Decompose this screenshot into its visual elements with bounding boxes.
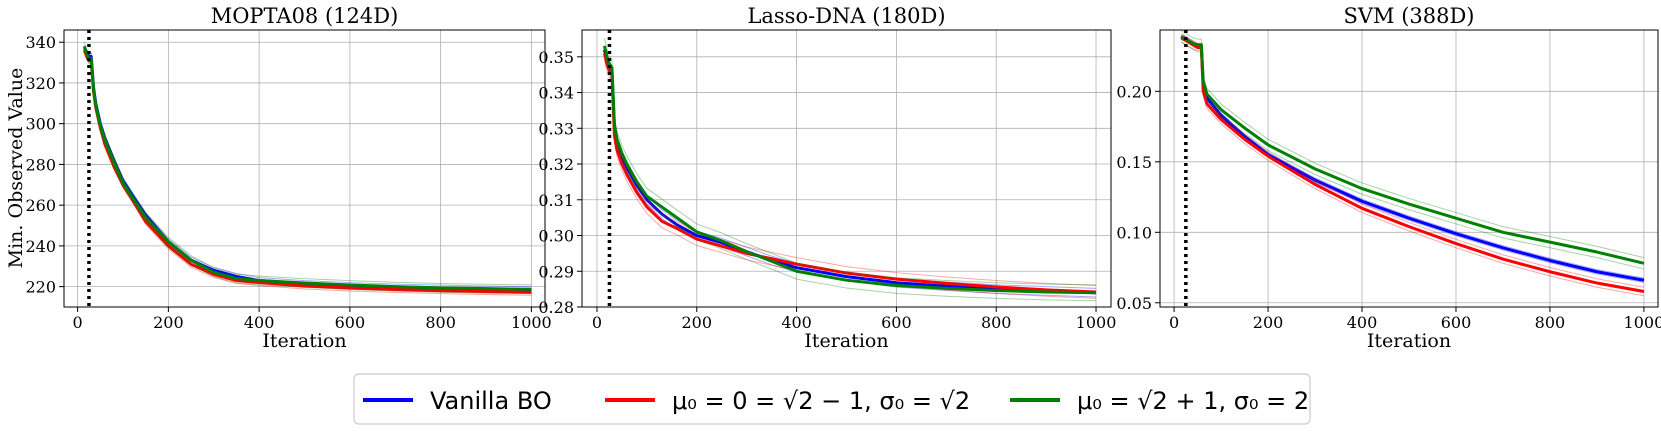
series-band-upper bbox=[603, 45, 1097, 289]
series-line bbox=[83, 49, 532, 294]
chart-title: Lasso-DNA (180D) bbox=[747, 4, 945, 28]
series-line bbox=[82, 45, 532, 291]
x-tick-label: 400 bbox=[781, 313, 812, 332]
y-tick-label: 0.33 bbox=[538, 119, 574, 138]
y-tick-label: 240 bbox=[25, 237, 56, 256]
axes-frame bbox=[581, 29, 1112, 308]
axes-frame bbox=[63, 29, 546, 308]
series-band-upper bbox=[83, 45, 532, 288]
axes-frame bbox=[1159, 29, 1659, 308]
series-line bbox=[602, 49, 1097, 295]
x-tick-label: 0 bbox=[73, 313, 83, 332]
series-line bbox=[1181, 36, 1645, 282]
x-tick-label: 800 bbox=[425, 313, 456, 332]
x-tick-label: 800 bbox=[981, 313, 1012, 332]
y-tick-label: 0.32 bbox=[538, 155, 574, 174]
y-tick-label: 300 bbox=[25, 115, 56, 134]
x-tick-label: 800 bbox=[1535, 313, 1566, 332]
y-tick-label: 260 bbox=[25, 196, 56, 215]
y-tick-label: 0.10 bbox=[1116, 223, 1152, 242]
series-band-upper bbox=[83, 41, 532, 286]
series-band-upper bbox=[1181, 35, 1644, 279]
series-line bbox=[1180, 35, 1645, 265]
panel-lasso-dna: 0 200 400 600 800 1000 0.28 0.29 0.30 0.31 0.32 0.3… bbox=[538, 4, 1116, 352]
x-tick-label: 1000 bbox=[1624, 313, 1661, 332]
series-line bbox=[83, 47, 532, 292]
x-axis-label: Iteration bbox=[262, 330, 346, 352]
legend: Vanilla BO μ₀ = 0 = √2 − 1, σ₀ = √2 μ₀ =… bbox=[353, 373, 1311, 425]
y-tick-label: 0.30 bbox=[538, 227, 574, 246]
y-tick-label: 0.29 bbox=[538, 262, 574, 281]
x-tick-label: 200 bbox=[153, 313, 184, 332]
x-tick-label: 1000 bbox=[1076, 313, 1117, 332]
series-line bbox=[602, 45, 1097, 295]
x-tick-label: 1000 bbox=[511, 313, 552, 332]
y-tick-label: 0.34 bbox=[538, 84, 574, 103]
x-tick-label: 400 bbox=[244, 313, 275, 332]
y-tick-label: 0.20 bbox=[1116, 82, 1152, 101]
series-band-lower bbox=[603, 53, 1097, 298]
series-band-lower bbox=[83, 53, 532, 296]
y-tick-label: 0.15 bbox=[1116, 153, 1152, 172]
series-band-lower bbox=[1180, 41, 1645, 270]
y-tick-label: 0.28 bbox=[538, 298, 574, 317]
x-tick-label: 600 bbox=[335, 313, 366, 332]
series-band-upper bbox=[603, 38, 1097, 286]
series-band-lower bbox=[1180, 41, 1644, 297]
x-tick-label: 0 bbox=[1169, 313, 1179, 332]
series-band-upper bbox=[1180, 33, 1644, 288]
x-tick-label: 200 bbox=[682, 313, 713, 332]
series-line bbox=[602, 52, 1097, 294]
y-tick-label: 320 bbox=[25, 74, 56, 93]
series-band-upper bbox=[83, 47, 532, 290]
y-tick-label: 220 bbox=[25, 278, 56, 297]
x-axis-label: Iteration bbox=[804, 330, 888, 352]
series-band-lower bbox=[83, 50, 532, 295]
y-tick-label: 0.35 bbox=[538, 48, 574, 67]
series-band-upper bbox=[1180, 30, 1645, 259]
x-axis-label: Iteration bbox=[1367, 330, 1451, 352]
panel-mopta08: 0 200 400 600 800 1000 220 240 260 280 300 320 340 MO… bbox=[25, 4, 551, 352]
series-band-upper bbox=[603, 46, 1097, 287]
legend-label-green: μ₀ = √2 + 1, σ₀ = 2 bbox=[1077, 387, 1309, 415]
x-tick-label: 600 bbox=[1441, 313, 1472, 332]
y-axis-label: Min. Observed Value bbox=[5, 68, 27, 269]
y-tick-label: 0.05 bbox=[1116, 294, 1152, 313]
x-tick-label: 600 bbox=[881, 313, 912, 332]
x-tick-label: 200 bbox=[1253, 313, 1284, 332]
series-band-lower bbox=[603, 53, 1097, 302]
x-tick-label: 400 bbox=[1347, 313, 1378, 332]
legend-label-vanilla: Vanilla BO bbox=[430, 387, 552, 415]
panel-svm: 0 200 400 600 800 1000 0.05 0.10 0.15 0.20 SVM (38… bbox=[1116, 4, 1661, 352]
series-band-lower bbox=[603, 59, 1097, 299]
series-band-lower bbox=[83, 51, 532, 294]
y-tick-label: 0.31 bbox=[538, 191, 574, 210]
legend-box bbox=[353, 373, 1311, 425]
y-tick-label: 340 bbox=[25, 33, 56, 52]
y-tick-label: 280 bbox=[25, 155, 56, 174]
chart-title: SVM (388D) bbox=[1343, 4, 1474, 28]
legend-label-red: μ₀ = 0 = √2 − 1, σ₀ = √2 bbox=[672, 387, 970, 415]
chart-title: MOPTA08 (124D) bbox=[211, 4, 399, 28]
x-tick-label: 0 bbox=[592, 313, 602, 332]
